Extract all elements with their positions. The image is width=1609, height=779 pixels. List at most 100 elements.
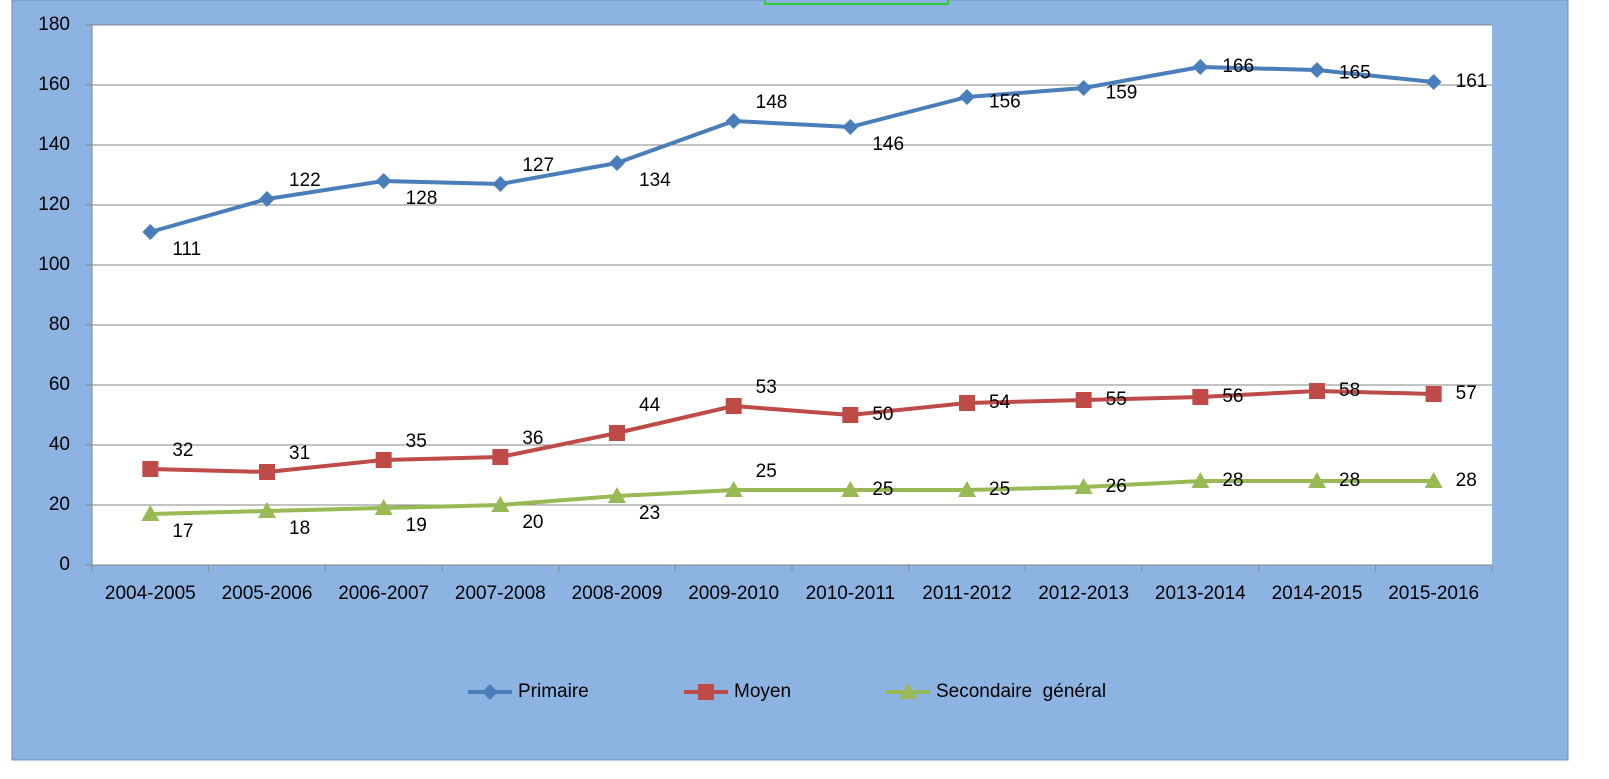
legend-marker	[698, 684, 714, 700]
y-tick-label: 20	[49, 494, 70, 515]
marker	[374, 499, 393, 515]
marker	[142, 461, 159, 477]
x-tick-label: 2008-2009	[572, 583, 663, 604]
series-line	[149, 65, 1434, 234]
x-tick-label: 2012-2013	[1038, 583, 1129, 604]
y-tick-label: 120	[38, 194, 70, 215]
data-label: 122	[289, 170, 321, 191]
marker	[1308, 472, 1326, 488]
x-tick-label: 2006-2007	[338, 583, 429, 604]
marker	[959, 89, 975, 105]
marker	[142, 224, 159, 240]
data-label: 23	[639, 503, 660, 524]
data-label: 36	[522, 428, 543, 449]
data-label: 44	[639, 395, 661, 416]
data-label: 17	[172, 521, 193, 542]
data-label: 28	[1456, 470, 1477, 491]
marker	[609, 425, 625, 441]
plot-area	[92, 25, 1492, 565]
data-label: 159	[1106, 82, 1138, 103]
marker	[1192, 389, 1209, 405]
y-tick-label: 80	[49, 314, 70, 335]
y-tick-label: 160	[38, 74, 70, 95]
marker	[1074, 478, 1093, 494]
legend-label: Secondaire général	[936, 681, 1106, 702]
marker	[841, 481, 860, 497]
marker	[725, 398, 742, 414]
x-tick-label: 2013-2014	[1155, 583, 1246, 604]
legend-marker	[482, 684, 498, 700]
data-label: 146	[872, 134, 904, 155]
legend-label: Moyen	[734, 681, 791, 702]
legend-marker	[899, 683, 917, 699]
data-label: 25	[989, 479, 1010, 500]
data-label: 19	[406, 515, 427, 536]
marker	[958, 481, 976, 497]
y-tick-label: 40	[49, 434, 70, 455]
marker	[959, 395, 975, 411]
marker	[491, 496, 510, 512]
marker	[259, 191, 275, 207]
data-label: 28	[1222, 470, 1243, 491]
marker	[1425, 386, 1442, 402]
data-label: 111	[172, 239, 201, 260]
data-label: 18	[289, 518, 310, 539]
x-tick-label: 2005-2006	[222, 583, 313, 604]
marker	[1191, 472, 1210, 488]
data-label: 50	[872, 404, 893, 425]
marker	[1425, 74, 1442, 90]
cut-off-box	[764, 0, 949, 5]
data-label: 134	[639, 170, 671, 191]
marker	[608, 487, 626, 503]
marker	[1309, 62, 1325, 78]
marker	[842, 119, 859, 135]
marker	[259, 464, 275, 480]
marker	[842, 407, 859, 423]
legend-label: Primaire	[518, 681, 589, 702]
y-tick-label: 180	[38, 14, 70, 35]
marker	[375, 173, 392, 189]
data-label: 25	[872, 479, 893, 500]
data-label: 58	[1339, 380, 1360, 401]
marker	[609, 155, 625, 171]
data-label: 156	[989, 91, 1021, 112]
y-tick-label: 140	[38, 134, 70, 155]
data-label: 25	[756, 461, 777, 482]
marker	[492, 449, 509, 465]
data-label: 57	[1456, 383, 1477, 404]
data-label: 54	[989, 392, 1011, 413]
data-label: 32	[172, 440, 193, 461]
data-label: 166	[1222, 56, 1254, 77]
data-label: 56	[1222, 386, 1243, 407]
x-tick-label: 2004-2005	[105, 583, 196, 604]
y-tick-label: 0	[59, 554, 70, 575]
x-tick-label: 2015-2016	[1388, 583, 1479, 604]
marker	[724, 481, 743, 497]
data-label: 128	[406, 188, 438, 209]
data-label: 35	[406, 431, 427, 452]
data-label: 165	[1339, 63, 1371, 84]
y-tick-label: 100	[38, 254, 70, 275]
marker	[1075, 392, 1092, 408]
marker	[1424, 472, 1443, 488]
x-tick-label: 2007-2008	[455, 583, 546, 604]
data-label: 20	[522, 512, 543, 533]
data-label: 31	[289, 443, 310, 464]
x-tick-label: 2010-2011	[806, 583, 895, 604]
marker	[258, 502, 276, 518]
data-label: 26	[1106, 476, 1127, 497]
data-label: 55	[1106, 389, 1127, 410]
series-line	[150, 479, 1434, 516]
data-label: 161	[1456, 71, 1488, 92]
marker	[492, 176, 509, 192]
x-tick-label: 2009-2010	[688, 583, 779, 604]
x-tick-label: 2011-2012	[922, 583, 1011, 604]
series-line	[150, 389, 1434, 474]
y-tick-label: 60	[49, 374, 70, 395]
marker	[1192, 59, 1209, 75]
data-label: 28	[1339, 470, 1360, 491]
marker	[141, 505, 160, 521]
data-label: 53	[756, 377, 777, 398]
data-label: 148	[756, 92, 788, 113]
